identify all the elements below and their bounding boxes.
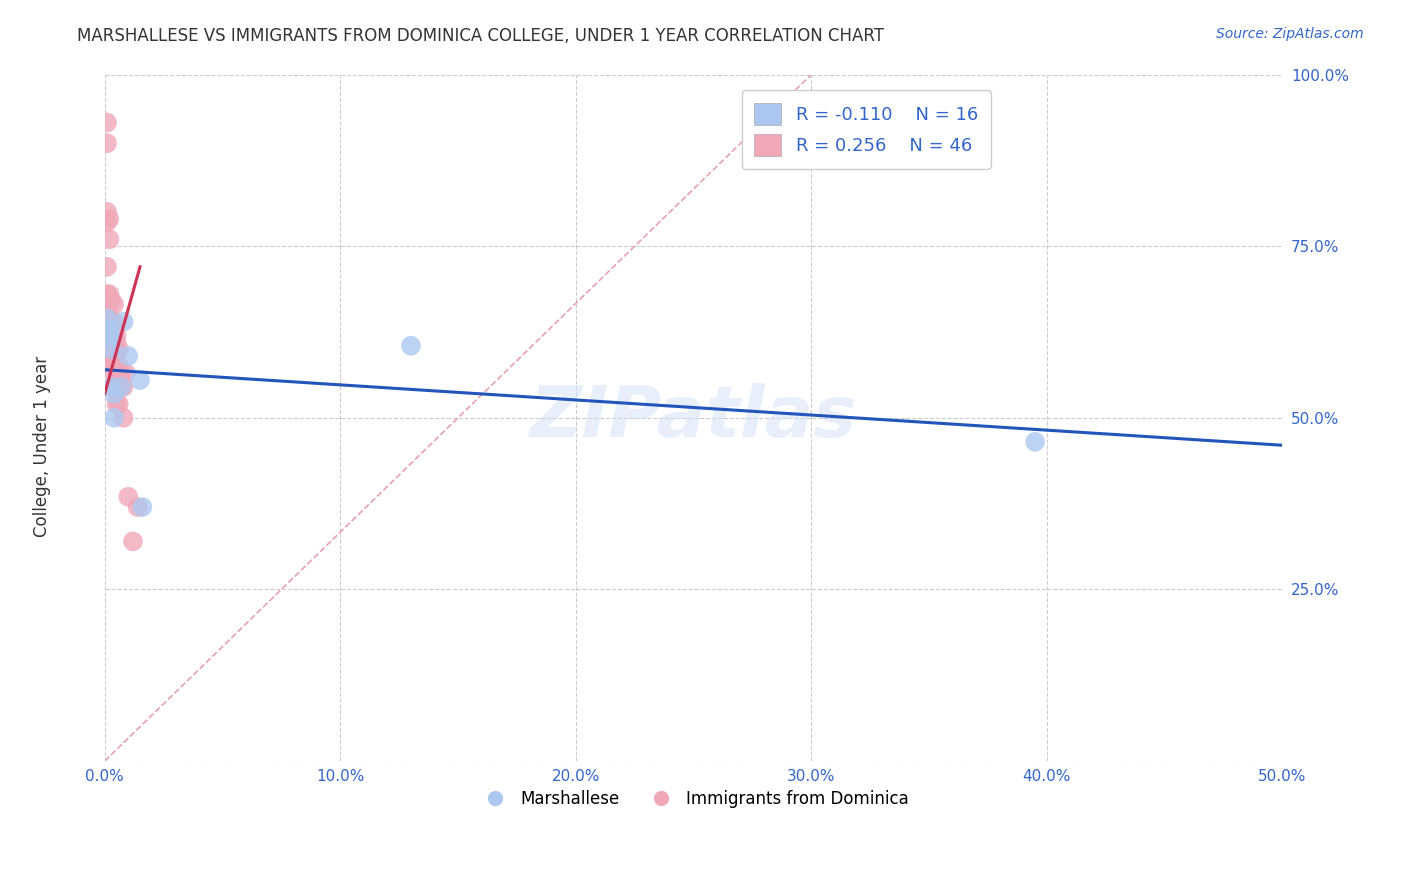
- Point: [108, 397, 131, 411]
- Point: [103, 386, 125, 401]
- Point: [98, 356, 121, 370]
- Point: [98, 328, 121, 343]
- Point: [96, 115, 118, 129]
- Point: [96, 215, 118, 229]
- Point: [98, 211, 121, 226]
- Text: Source: ZipAtlas.com: Source: ZipAtlas.com: [1216, 27, 1364, 41]
- Point: [103, 315, 125, 329]
- Point: [105, 397, 128, 411]
- Point: [112, 315, 135, 329]
- Point: [108, 342, 131, 356]
- Point: [100, 363, 122, 377]
- Point: [96, 308, 118, 322]
- Point: [96, 328, 118, 343]
- Point: [100, 342, 122, 356]
- Point: [103, 359, 125, 374]
- Point: [100, 342, 122, 356]
- Point: [399, 339, 422, 353]
- Point: [105, 356, 128, 370]
- Point: [100, 318, 122, 332]
- Point: [98, 287, 121, 301]
- Point: [115, 366, 138, 380]
- Point: [112, 410, 135, 425]
- Legend: Marshallese, Immigrants from Dominica: Marshallese, Immigrants from Dominica: [472, 783, 915, 814]
- Point: [96, 342, 118, 356]
- Point: [112, 380, 135, 394]
- Point: [100, 380, 122, 394]
- Text: ZIPatlas: ZIPatlas: [530, 384, 858, 452]
- Point: [100, 332, 122, 346]
- Point: [96, 287, 118, 301]
- Point: [129, 373, 152, 387]
- Point: [117, 490, 139, 504]
- Point: [110, 380, 132, 394]
- Point: [103, 325, 125, 339]
- Point: [117, 349, 139, 363]
- Point: [96, 260, 118, 274]
- Point: [127, 500, 149, 514]
- Point: [1024, 434, 1046, 449]
- Point: [105, 376, 128, 391]
- Point: [131, 500, 153, 514]
- Point: [98, 345, 121, 359]
- Point: [100, 380, 122, 394]
- Point: [100, 294, 122, 309]
- Point: [105, 345, 128, 359]
- Point: [110, 380, 132, 394]
- Point: [96, 325, 118, 339]
- Point: [103, 297, 125, 311]
- Point: [122, 534, 145, 549]
- Point: [105, 335, 128, 350]
- Text: MARSHALLESE VS IMMIGRANTS FROM DOMINICA COLLEGE, UNDER 1 YEAR CORRELATION CHART: MARSHALLESE VS IMMIGRANTS FROM DOMINICA …: [77, 27, 884, 45]
- Text: College, Under 1 year: College, Under 1 year: [34, 355, 51, 537]
- Point: [98, 332, 121, 346]
- Point: [96, 204, 118, 219]
- Point: [108, 359, 131, 374]
- Point: [105, 328, 128, 343]
- Point: [96, 345, 118, 359]
- Point: [103, 410, 125, 425]
- Point: [103, 345, 125, 359]
- Point: [98, 321, 121, 335]
- Point: [98, 311, 121, 326]
- Point: [103, 380, 125, 394]
- Point: [100, 332, 122, 346]
- Point: [96, 311, 118, 326]
- Point: [98, 232, 121, 246]
- Point: [96, 136, 118, 151]
- Point: [110, 366, 132, 380]
